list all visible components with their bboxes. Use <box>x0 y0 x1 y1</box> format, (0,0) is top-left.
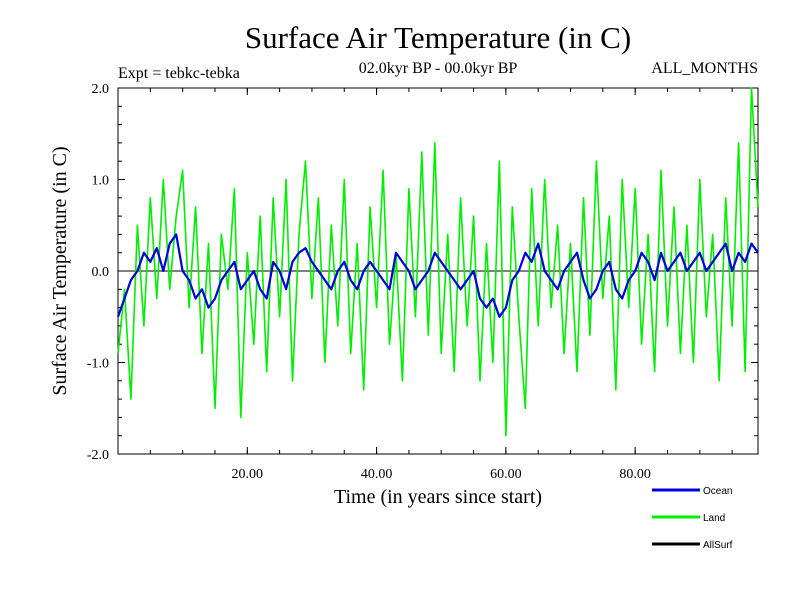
y-tick-label: 0.0 <box>92 265 110 280</box>
y-tick-label: -2.0 <box>87 448 109 463</box>
legend: Ocean Land AllSurf <box>652 486 733 551</box>
x-tick-label: 80.00 <box>619 467 651 482</box>
series-layer <box>116 87 759 437</box>
legend-label-ocean: Ocean <box>703 486 732 497</box>
period-label: 02.0kyr BP - 00.0kyr BP <box>359 60 518 77</box>
months-label: ALL_MONTHS <box>651 60 758 77</box>
experiment-label: Expt = tebkc-tebka <box>118 65 240 82</box>
x-axis: 20.00 40.00 60.00 80.00 <box>149 88 733 482</box>
legend-label-allsurf: AllSurf <box>703 540 733 551</box>
y-axis: 2.0 1.0 0.0 -1.0 -2.0 <box>87 82 758 463</box>
series-line-ocean <box>116 233 759 318</box>
chart-title: Surface Air Temperature (in C) <box>245 20 631 55</box>
x-axis-label: Time (in years since start) <box>334 486 542 508</box>
y-axis-label: Surface Air Temperature (in C) <box>49 146 71 395</box>
x-tick-label: 20.00 <box>232 467 264 482</box>
series-line-land <box>117 87 759 437</box>
x-tick-label: 60.00 <box>490 467 522 482</box>
y-tick-label: -1.0 <box>87 357 109 372</box>
legend-label-land: Land <box>703 513 725 524</box>
y-tick-label: 2.0 <box>92 82 110 97</box>
x-tick-label: 40.00 <box>361 467 393 482</box>
y-tick-label: 1.0 <box>92 174 110 189</box>
